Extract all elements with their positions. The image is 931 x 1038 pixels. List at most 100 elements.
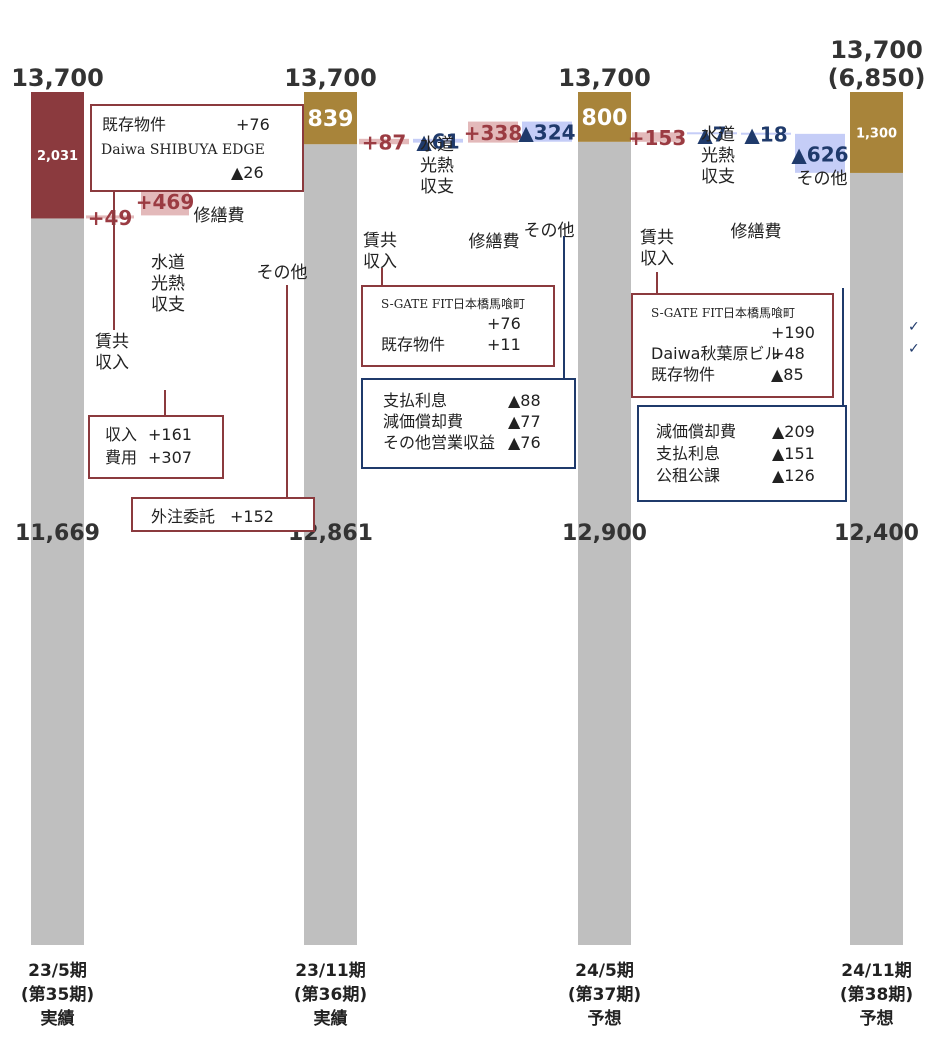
category-label: 予想	[860, 1008, 894, 1029]
step-name-label: 修繕費	[194, 206, 245, 226]
annotation-text: S-GATE FIT日本橋馬喰町	[381, 296, 525, 311]
step-name-label: 水道	[420, 135, 454, 155]
total-bar-top	[304, 92, 357, 145]
step-bar	[522, 121, 572, 142]
step-name-label: 光熱	[420, 156, 454, 176]
base-segment-label: 12,400	[834, 521, 919, 546]
step-value-label: +49	[88, 206, 133, 230]
annotation-value: ▲76	[508, 433, 541, 452]
total-label: 13,700	[830, 36, 923, 64]
annotation-value: +307	[148, 448, 192, 467]
total-label: 13,700	[558, 64, 651, 92]
step-name-label: 水道	[701, 125, 735, 145]
step-value-label: ▲324	[518, 121, 575, 145]
check-icon: ✓	[908, 341, 920, 357]
step-bar	[741, 132, 791, 135]
top-segment-label: 839	[308, 107, 354, 132]
total-bar-base	[578, 141, 631, 945]
category-label: 実績	[314, 1008, 348, 1029]
total-bar-base	[304, 144, 357, 945]
category-label: 実績	[41, 1008, 75, 1029]
top-segment-label: 2,031	[37, 149, 78, 164]
top-segment-label: 1,300	[856, 126, 897, 141]
annotation-value: +152	[230, 507, 274, 526]
step-name-label: その他	[797, 169, 848, 189]
category-label: 23/5期	[28, 961, 87, 981]
step-name-label: 光熱	[701, 146, 735, 166]
step-name-label: その他	[257, 263, 308, 283]
annotation-text: 減価償却費	[383, 412, 463, 431]
step-value-label: +469	[136, 190, 195, 214]
step-bar	[359, 138, 409, 145]
total-bar-top	[850, 92, 903, 173]
annotation-value: +11	[487, 335, 521, 354]
annotation-box	[361, 285, 555, 367]
annotation-text: 費用	[105, 448, 137, 467]
category-label: (第35期)	[21, 984, 94, 1005]
annotation-value: ▲26	[231, 163, 264, 182]
category-label: 23/11期	[295, 961, 366, 981]
base-segment-label: 12,900	[562, 521, 647, 546]
step-name-label: 収支	[701, 167, 735, 187]
top-segment-label: 800	[582, 106, 628, 131]
total-label: 13,700	[284, 64, 377, 92]
step-bar	[687, 132, 737, 135]
annotation-text: その他営業収益	[383, 433, 495, 452]
annotation-value: +76	[487, 314, 521, 333]
step-value-label: +87	[362, 131, 407, 155]
step-value-label: ▲626	[791, 142, 848, 166]
total-bar-base	[850, 172, 903, 946]
annotation-box	[631, 293, 834, 398]
annotation-value: ▲126	[772, 466, 815, 485]
step-name-label: 収支	[420, 177, 454, 197]
step-value-label: ▲61	[416, 130, 459, 154]
annotation-text: Daiwa秋葉原ビル	[651, 344, 780, 363]
annotation-text: 収入	[105, 425, 137, 444]
step-value-label: +153	[628, 126, 687, 150]
annotation-text: Daiwa SHIBUYA EDGE	[101, 142, 265, 158]
category-label: 予想	[588, 1008, 622, 1029]
total-bar-top	[31, 92, 84, 219]
step-value-label: +338	[464, 121, 523, 145]
annotation-text: 公租公課	[656, 466, 720, 485]
annotation-text: S-GATE FIT日本橋馬喰町	[651, 305, 795, 320]
step-name-label: 修繕費	[731, 222, 782, 242]
step-name-label: 収入	[640, 249, 674, 269]
step-value-label: ▲18	[744, 123, 787, 147]
step-bar	[632, 132, 682, 142]
step-name-label: 収支	[151, 295, 185, 315]
annotation-value: ▲88	[508, 391, 541, 410]
annotation-value: ▲77	[508, 412, 541, 431]
category-label: 24/5期	[575, 961, 634, 981]
category-label: (第36期)	[294, 984, 367, 1005]
step-name-label: 収入	[95, 353, 129, 373]
annotation-text: 既存物件	[102, 115, 166, 134]
step-name-label: 修繕費	[469, 232, 520, 252]
side-check-marks: ✓ ✓	[908, 316, 920, 360]
annotation-value: ▲151	[772, 444, 815, 463]
annotation-value: +76	[236, 115, 270, 134]
step-value-label: ▲7	[697, 122, 726, 146]
step-name-label: 賃共	[363, 231, 397, 251]
annotation-text: 支払利息	[656, 444, 720, 463]
total-bar-top	[578, 92, 631, 142]
step-name-label: 水道	[151, 253, 185, 273]
annotation-text: 既存物件	[381, 335, 445, 354]
step-name-label: 収入	[363, 252, 397, 272]
step-name-label: 賃共	[640, 228, 674, 248]
total-sub-label: (6,850)	[828, 64, 926, 92]
category-label: (第37期)	[568, 984, 641, 1005]
annotation-box	[637, 405, 847, 502]
step-bar	[795, 133, 845, 173]
annotation-box	[361, 378, 576, 469]
annotation-text: 既存物件	[651, 365, 715, 384]
annotation-value: +161	[148, 425, 192, 444]
step-bar	[413, 138, 463, 143]
total-bar-base	[31, 218, 84, 945]
check-icon: ✓	[908, 319, 920, 335]
category-label: 24/11期	[841, 961, 912, 981]
annotation-box	[90, 104, 304, 192]
total-label: 13,700	[11, 64, 104, 92]
annotation-text: 減価償却費	[656, 422, 736, 441]
